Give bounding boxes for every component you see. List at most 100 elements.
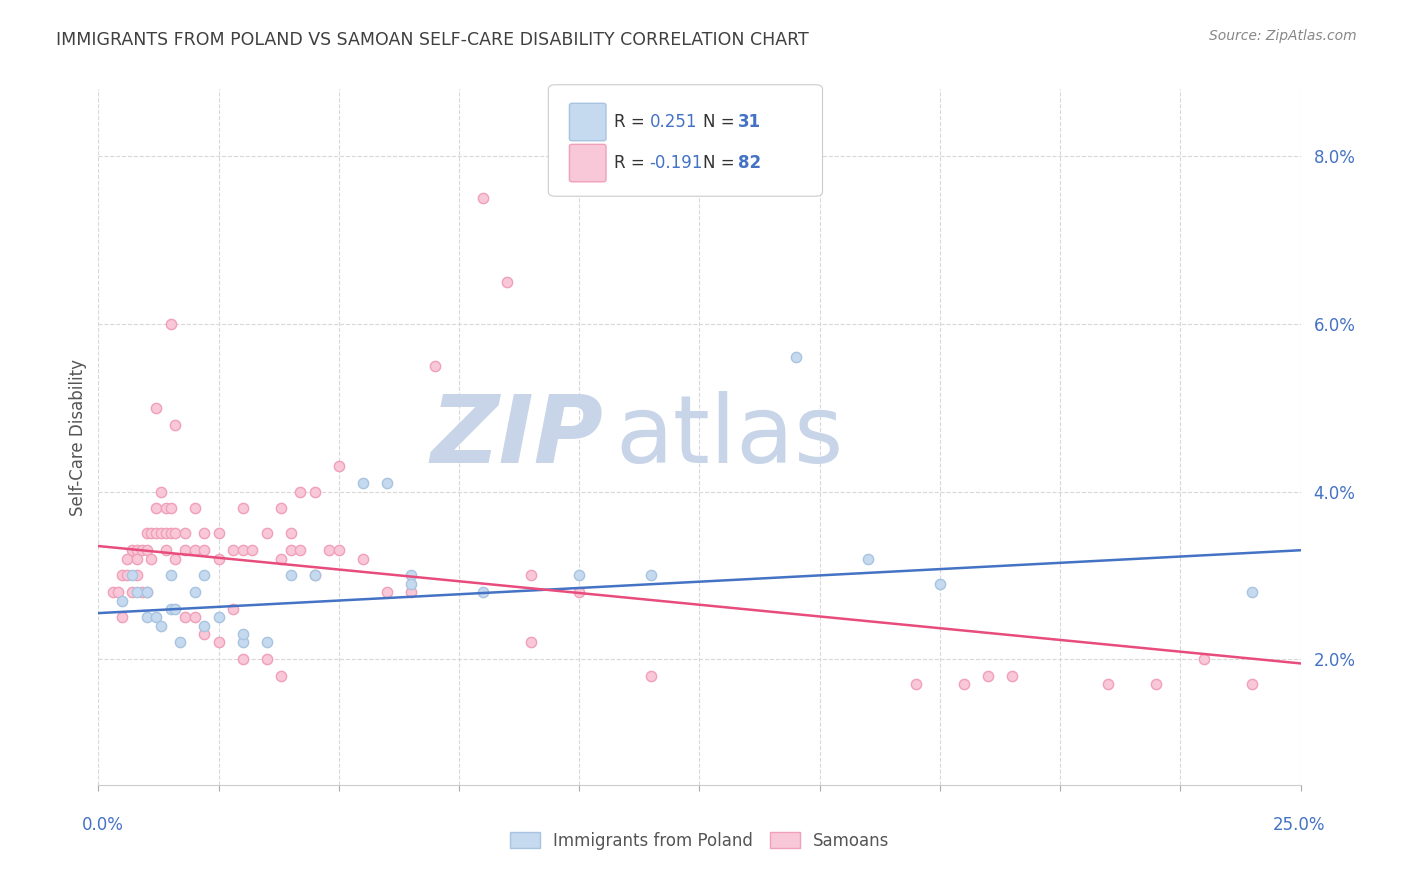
Point [159,317,181,331]
Point [472,191,495,205]
Text: 31: 31 [738,113,761,131]
Y-axis label: Self-Care Disability: Self-Care Disability [69,359,87,516]
Point [270,669,292,683]
Point [232,652,254,666]
Text: -0.191: -0.191 [650,154,703,172]
Point [222,602,245,616]
Point [145,526,167,541]
Point [318,543,340,558]
Point [121,585,143,599]
Point [208,610,231,624]
Point [117,568,139,582]
Point [1241,677,1264,691]
Text: N =: N = [703,113,740,131]
Point [159,501,181,516]
Point [135,610,157,624]
Point [174,610,197,624]
Point [1144,677,1167,691]
Point [145,501,167,516]
Point [193,568,215,582]
Point [256,526,278,541]
Point [193,526,215,541]
Point [240,543,263,558]
Point [145,610,167,624]
Point [280,568,302,582]
Point [232,635,254,649]
Point [399,585,422,599]
Point [155,526,177,541]
Text: N =: N = [703,154,740,172]
Point [856,551,879,566]
Point [375,476,398,491]
Point [165,417,187,432]
Point [640,669,662,683]
Point [125,568,148,582]
Point [270,501,292,516]
Point [125,543,148,558]
Point [125,585,148,599]
Point [280,526,302,541]
Text: 25.0%: 25.0% [1272,816,1326,834]
Point [304,484,326,499]
Point [174,543,197,558]
Point [165,551,187,566]
Text: R =: R = [614,113,651,131]
Point [117,551,139,566]
Point [1001,669,1024,683]
Point [165,526,187,541]
Point [375,585,398,599]
Point [328,543,350,558]
Point [472,585,495,599]
Point [568,585,591,599]
Point [352,551,374,566]
Text: atlas: atlas [616,391,844,483]
Point [280,543,302,558]
Point [169,635,191,649]
Point [193,618,215,632]
Point [159,602,181,616]
Point [399,576,422,591]
Point [222,543,245,558]
Point [568,568,591,582]
Text: ZIP: ZIP [430,391,603,483]
Text: 0.251: 0.251 [650,113,697,131]
Point [270,551,292,566]
Point [149,618,172,632]
Point [193,543,215,558]
Point [135,585,157,599]
Text: R =: R = [614,154,651,172]
Point [399,568,422,582]
Point [135,526,157,541]
Point [165,602,187,616]
Point [785,351,807,365]
Point [141,551,163,566]
Point [208,551,231,566]
Point [149,526,172,541]
Point [174,526,197,541]
Point [183,543,205,558]
Point [290,484,312,499]
Point [232,627,254,641]
Point [183,610,205,624]
Point [256,635,278,649]
Legend: Immigrants from Poland, Samoans: Immigrants from Poland, Samoans [503,825,896,856]
Point [232,543,254,558]
Point [352,476,374,491]
Point [155,501,177,516]
Point [904,677,927,691]
Text: 0.0%: 0.0% [82,816,124,834]
Point [159,526,181,541]
Point [183,585,205,599]
Point [107,585,129,599]
Point [304,568,326,582]
Point [159,568,181,582]
Point [121,568,143,582]
Point [111,610,134,624]
Point [928,576,950,591]
Point [121,543,143,558]
Point [125,551,148,566]
Point [111,593,134,607]
Point [232,501,254,516]
Text: Source: ZipAtlas.com: Source: ZipAtlas.com [1209,29,1357,43]
Point [328,459,350,474]
